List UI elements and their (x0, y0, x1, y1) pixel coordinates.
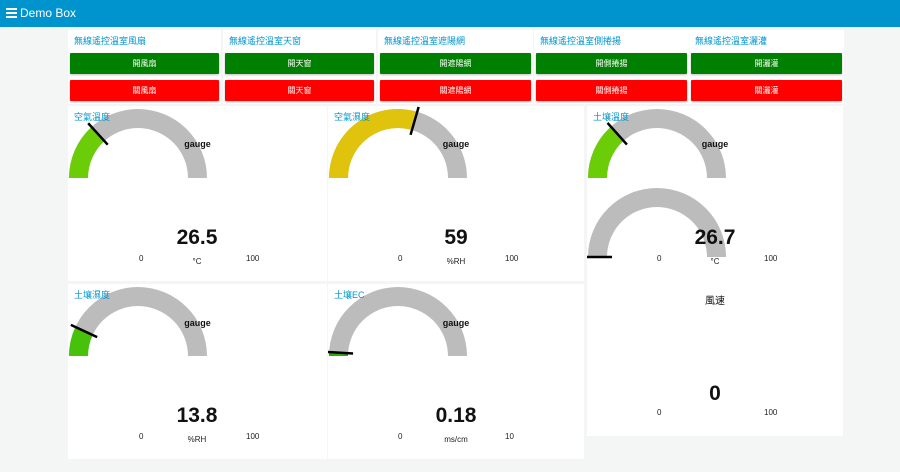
gauge-min: 0 (139, 254, 144, 263)
gauge-min: 0 (139, 432, 144, 441)
gauge-name: gauge (184, 139, 211, 149)
gauge-panel-soil-humidity: 土壤濕度 gauge 13.8 %RH 0 100 (68, 284, 327, 459)
gauge-track (69, 109, 207, 178)
group-title: 無線遙控溫室風扇 (74, 36, 147, 46)
gauge-max: 100 (505, 254, 519, 263)
gauge-panel-soil-temperature: 土壤溫度 gauge 26.7 °C 0 100 風速 0 0 100 (583, 106, 843, 436)
gauge-value: 26.7 (694, 226, 736, 249)
gauge-value: 0 (709, 382, 721, 405)
gauge-needle (70, 323, 98, 339)
group-title: 無線遙控溫室遮陽網 (384, 36, 466, 46)
gauge-needle (87, 122, 109, 146)
panel-title: 空氣濕度 (334, 112, 371, 122)
control-group-fan: 無線遙控溫室風扇 開風扇 關風扇 (68, 30, 221, 104)
gauge-max: 10 (505, 432, 514, 441)
gauge-fill (588, 126, 624, 178)
gauge-needle (409, 106, 420, 136)
control-group-skylight: 無線遙控溫室天窗 開天窗 關天窗 (223, 30, 376, 104)
fan-on-button[interactable]: 開風扇 (70, 53, 219, 74)
gauge-name: gauge (442, 318, 470, 328)
gauge-track (69, 287, 207, 356)
gauge-needle (606, 122, 628, 146)
gauge-min: 0 (657, 254, 662, 263)
gauge-unit: ms/cm (444, 435, 468, 444)
gauge-unit: %RH (446, 257, 466, 266)
gauge-value: 59 (444, 226, 468, 249)
wind-speed-label: 風速 (705, 296, 725, 307)
gauge-fill (69, 126, 105, 178)
gauge-value: 26.5 (176, 226, 218, 249)
gauge-min: 0 (657, 408, 662, 417)
gauge-track (588, 109, 726, 178)
gauge-value: 0.18 (435, 404, 477, 427)
panel-title: 土壤溫度 (593, 112, 630, 122)
fan-off-button[interactable]: 關風扇 (70, 80, 219, 101)
skylight-off-button[interactable]: 關天窗 (225, 80, 374, 101)
gauge-max: 100 (764, 408, 778, 417)
soil-humidity-gauge (69, 287, 207, 356)
control-group-irrigation: 無線遙控溫室灑灌 開灑灌 關灑灌 (689, 30, 844, 104)
gauge-name: gauge (184, 318, 211, 328)
gauge-track (588, 188, 726, 257)
group-title: 無線遙控溫室側捲揚 (540, 36, 622, 46)
air-humidity-gauge (329, 106, 467, 178)
skylight-on-button[interactable]: 開天窗 (225, 53, 374, 74)
gauge-unit: °C (710, 257, 720, 266)
gauge-panel-soil-ec: 土壤EC gauge 0.18 ms/cm 0 10 (324, 284, 584, 459)
gauge-needle (324, 350, 354, 355)
gauge-min: 0 (398, 254, 403, 263)
gauge-fill (69, 327, 93, 356)
soil-temperature-gauge (588, 109, 726, 178)
top-bar: Demo Box (0, 0, 900, 27)
side-roller-on-button[interactable]: 開側捲揚 (536, 53, 687, 74)
gauge-track (329, 287, 467, 356)
gauge-value: 13.8 (176, 404, 218, 427)
panel-title: 土壤EC (334, 290, 365, 300)
irrigation-off-button[interactable]: 關灑灌 (691, 80, 842, 101)
gauge-max: 100 (764, 254, 778, 263)
gauge-panel-air-humidity: 空氣濕度 gauge 59 %RH 0 100 (328, 106, 584, 281)
gauge-max: 100 (246, 432, 260, 441)
soil-ec-gauge (324, 287, 467, 356)
gauge-name: gauge (442, 139, 470, 149)
air-temperature-gauge (69, 109, 207, 178)
side-roller-off-button[interactable]: 關側捲揚 (536, 80, 687, 101)
gauge-name: gauge (701, 139, 729, 149)
control-group-side-roller: 無線遙控溫室側捲揚 開側捲揚 關側捲揚 (534, 30, 689, 104)
app-title: Demo Box (20, 6, 77, 20)
shade-net-on-button[interactable]: 開遮陽網 (380, 53, 531, 74)
panel-title: 土壤濕度 (74, 290, 111, 300)
gauge-unit: %RH (187, 435, 207, 444)
group-title: 無線遙控溫室灑灌 (695, 36, 768, 46)
panel-title: 空氣溫度 (74, 112, 111, 122)
menu-icon[interactable] (6, 8, 17, 18)
irrigation-on-button[interactable]: 開灑灌 (691, 53, 842, 74)
gauge-fill (329, 109, 418, 178)
gauge-panel-air-temperature: 空氣溫度 gauge 26.5 °C 0 100 (68, 106, 327, 281)
gauge-min: 0 (398, 432, 403, 441)
shade-net-off-button[interactable]: 關遮陽網 (380, 80, 531, 101)
group-title: 無線遙控溫室天窗 (229, 36, 302, 46)
control-group-shade-net: 無線遙控溫室遮陽網 開遮陽網 關遮陽網 (378, 30, 533, 104)
gauge-max: 100 (246, 254, 260, 263)
gauge-unit: °C (192, 257, 202, 266)
wind-speed-gauge (583, 188, 726, 259)
